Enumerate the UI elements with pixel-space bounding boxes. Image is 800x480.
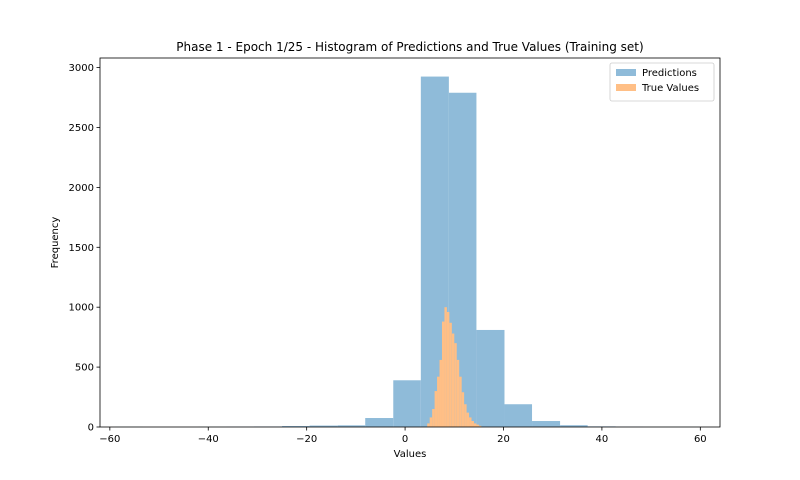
x-tick-label: 40 — [596, 434, 609, 445]
histogram-bar — [429, 417, 433, 427]
bars-layer — [115, 76, 699, 428]
histogram-bar — [478, 425, 482, 427]
histogram-bar — [476, 424, 479, 427]
histogram-bar — [432, 409, 435, 427]
histogram-bar — [560, 425, 588, 427]
histogram-bar — [427, 423, 430, 427]
histogram-bar — [444, 307, 447, 427]
histogram-bar — [476, 329, 505, 427]
histogram-bar — [393, 380, 421, 427]
plot-frame — [99, 57, 721, 428]
histogram-bar — [441, 321, 445, 427]
histogram-bar — [459, 376, 462, 427]
histogram-bar — [466, 412, 470, 427]
y-tick-label: 1500 — [69, 243, 94, 254]
x-axis-label: Values — [394, 449, 427, 460]
histogram-bar — [439, 359, 442, 427]
y-tick-label: 2500 — [69, 123, 94, 134]
histogram-bar — [434, 391, 438, 427]
histogram-bar — [309, 425, 338, 427]
x-tick-label: 60 — [694, 434, 707, 445]
x-tick-label: 0 — [402, 434, 408, 445]
histogram-bar — [471, 421, 474, 427]
y-tick-label: 3000 — [69, 63, 94, 74]
x-tick-label: −60 — [99, 434, 120, 445]
y-tick-label: 0 — [88, 423, 94, 434]
histogram-bar — [437, 376, 440, 427]
y-tick-label: 500 — [75, 363, 94, 374]
histogram-bar — [451, 333, 455, 427]
chart-title: Phase 1 - Epoch 1/25 - Histogram of Pred… — [176, 40, 643, 54]
histogram-bar — [449, 322, 452, 427]
x-tick-label: 20 — [497, 434, 510, 445]
y-axis-label: Frequency — [50, 217, 61, 269]
legend-label: True Values — [641, 83, 699, 94]
histogram-bar — [337, 425, 366, 427]
histogram-bar — [456, 359, 460, 427]
histogram-bar — [365, 418, 394, 427]
y-tick-label: 2000 — [69, 183, 94, 194]
histogram-bar — [464, 404, 467, 427]
histogram-bar — [446, 311, 450, 427]
y-axis: 0 500 1000 1500 2000 2500 3000 — [69, 63, 100, 434]
histogram-bar — [532, 421, 561, 427]
legend-label: Predictions — [642, 68, 697, 79]
histogram-bar — [469, 417, 472, 427]
histogram-bar — [454, 343, 457, 427]
y-tick-label: 1000 — [69, 303, 94, 314]
x-tick-label: −40 — [198, 434, 219, 445]
x-axis: −60 −40 −20 0 20 40 60 — [99, 427, 707, 445]
x-tick-label: −20 — [296, 434, 317, 445]
histogram-bar — [461, 392, 465, 427]
histogram-bar — [504, 404, 533, 427]
histogram-bar — [473, 423, 477, 427]
legend-swatch — [616, 69, 636, 76]
histogram-bar — [282, 426, 310, 427]
legend: Predictions True Values — [609, 62, 715, 102]
legend-swatch — [616, 84, 636, 91]
series-1 — [427, 307, 482, 427]
